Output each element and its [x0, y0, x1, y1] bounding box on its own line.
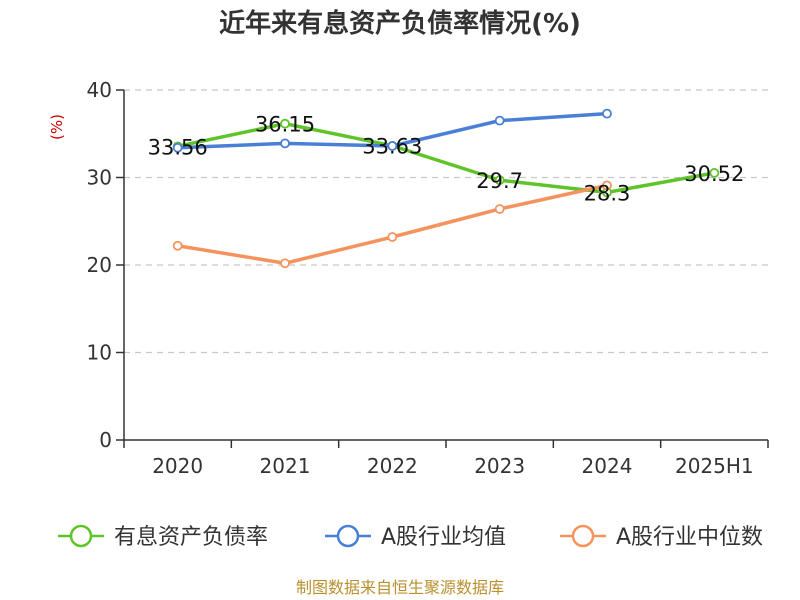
y-tick-label: 40 — [87, 78, 112, 102]
data-point — [494, 175, 505, 186]
y-tick-labels: 0 10 20 30 40 — [87, 78, 112, 452]
data-point — [387, 232, 398, 242]
y-tick-label: 30 — [87, 166, 112, 190]
x-tick-labels: 2020 2021 2022 2023 2024 2025H1 — [152, 454, 753, 478]
legend-label: 有息资产负债率 — [114, 525, 268, 550]
grid-lines — [124, 89, 768, 354]
data-point — [280, 258, 290, 269]
data-point — [494, 204, 505, 214]
data-point — [280, 138, 290, 149]
y-tick-label: 0 — [99, 428, 112, 452]
data-point — [709, 168, 720, 178]
x-tick-label: 2025H1 — [675, 454, 754, 478]
x-tick-label: 2020 — [152, 454, 203, 478]
data-label: 28.3 — [584, 181, 631, 205]
data-label: 33.56 — [148, 135, 208, 159]
legend-marker — [69, 524, 93, 548]
series-group — [172, 108, 720, 269]
data-label: 33.63 — [362, 135, 422, 159]
y-tick-label: 10 — [87, 341, 112, 365]
series-line-2 — [177, 183, 608, 265]
source-note: 制图数据来自恒生聚源数据库 — [296, 578, 504, 597]
data-point — [494, 115, 505, 126]
data-label: 29.7 — [476, 169, 523, 193]
chart-title: 近年来有息资产负债率情况(%) — [219, 8, 581, 39]
x-tick-label: 2021 — [260, 454, 311, 478]
data-point — [602, 180, 612, 191]
legend-marker — [336, 524, 360, 548]
legend-marker — [571, 524, 595, 548]
data-point — [387, 141, 398, 151]
axes — [116, 89, 769, 448]
data-point — [280, 118, 290, 129]
x-tick-label: 2023 — [474, 454, 525, 478]
data-point — [172, 142, 183, 153]
x-tick-label: 2024 — [582, 454, 633, 478]
data-labels: 33.56 36.15 33.63 29.7 28.3 30.52 — [148, 113, 745, 206]
series-line-0 — [177, 121, 715, 195]
legend-label: A股行业中位数 — [616, 525, 763, 550]
data-point — [172, 240, 183, 251]
legend-label: A股行业均值 — [381, 525, 506, 550]
y-axis-label: (%) — [48, 114, 66, 140]
data-label: 30.52 — [684, 162, 744, 186]
data-label: 36.15 — [255, 113, 315, 137]
y-tick-label: 20 — [87, 253, 112, 277]
data-point — [602, 108, 612, 119]
x-tick-label: 2022 — [367, 454, 418, 478]
legend: 有息资产负债率 A股行业均值 A股行业中位数 — [58, 524, 763, 550]
